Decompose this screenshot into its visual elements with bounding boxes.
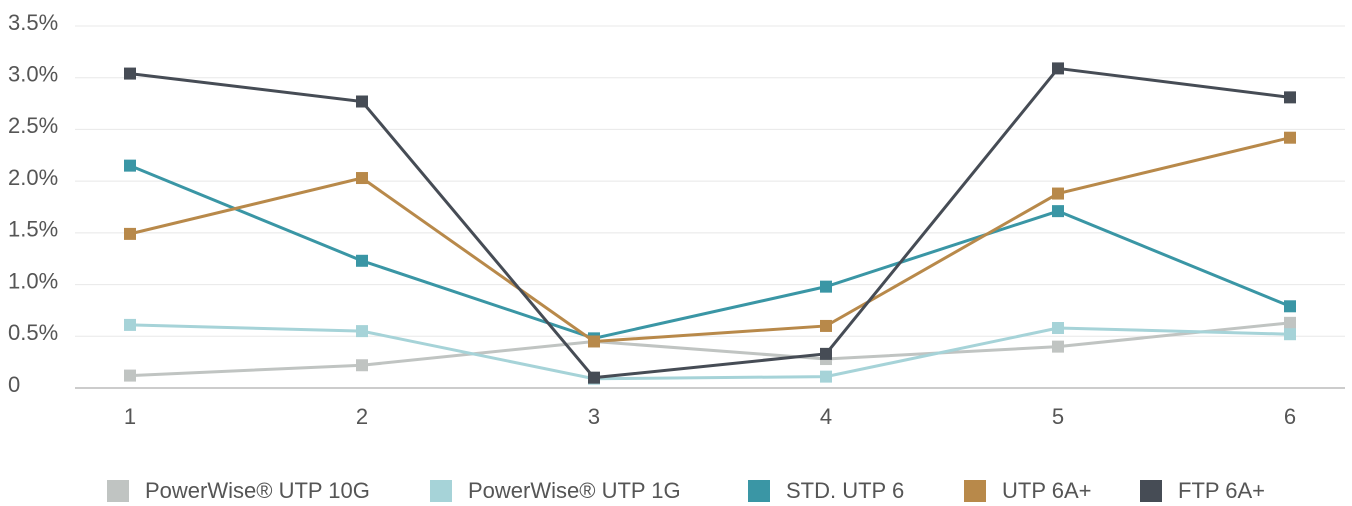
- x-tick-label: 6: [1284, 404, 1296, 429]
- point-marker: [820, 280, 832, 293]
- y-tick-label: 1.5%: [8, 217, 58, 242]
- point-marker: [1284, 131, 1296, 144]
- point-marker: [1284, 91, 1296, 104]
- point-marker: [124, 369, 136, 382]
- y-tick-label: 0: [8, 372, 20, 397]
- point-marker: [356, 254, 368, 267]
- y-tick-label: 3.0%: [8, 62, 58, 87]
- x-tick-label: 2: [356, 404, 368, 429]
- legend-label: STD. UTP 6: [786, 478, 904, 503]
- point-marker: [1052, 187, 1064, 200]
- series-line: [129, 323, 1291, 381]
- legend-swatch: [107, 480, 129, 502]
- legend-swatch: [748, 480, 770, 502]
- point-marker: [820, 347, 832, 360]
- point-marker: [356, 325, 368, 338]
- legend-swatch: [1140, 480, 1162, 502]
- x-tick-label: 5: [1052, 404, 1064, 429]
- point-marker: [588, 371, 600, 384]
- x-tick-label: 1: [124, 404, 136, 429]
- series-line: [129, 136, 1291, 343]
- series-line: [129, 321, 1291, 378]
- y-tick-label: 2.0%: [8, 165, 58, 190]
- point-marker: [820, 319, 832, 332]
- y-tick-label: 2.5%: [8, 113, 58, 138]
- y-tick-label: 3.5%: [8, 10, 58, 35]
- legend-swatch: [430, 480, 452, 502]
- point-marker: [356, 95, 368, 108]
- point-marker: [1284, 316, 1296, 329]
- point-marker: [1052, 340, 1064, 353]
- x-tick-label: 3: [588, 404, 600, 429]
- point-marker: [1284, 328, 1296, 341]
- legend-label: FTP 6A+: [1178, 478, 1265, 503]
- legend-label: UTP 6A+: [1002, 478, 1091, 503]
- series-line: [129, 164, 1291, 340]
- point-marker: [1284, 300, 1296, 313]
- point-marker: [124, 67, 136, 80]
- point-marker: [124, 227, 136, 240]
- y-tick-label: 0.5%: [8, 320, 58, 345]
- point-marker: [1052, 205, 1064, 218]
- point-marker: [124, 159, 136, 172]
- point-marker: [1052, 322, 1064, 335]
- x-tick-label: 4: [820, 404, 832, 429]
- point-marker: [588, 335, 600, 348]
- y-tick-label: 1.0%: [8, 268, 58, 293]
- point-marker: [356, 359, 368, 372]
- legend-label: PowerWise® UTP 10G: [145, 478, 370, 503]
- legend-swatch: [964, 480, 986, 502]
- legend-label: PowerWise® UTP 1G: [468, 478, 681, 503]
- point-marker: [820, 370, 832, 383]
- point-marker: [356, 172, 368, 185]
- series-line: [129, 66, 1291, 380]
- point-marker: [1052, 62, 1064, 75]
- point-marker: [124, 318, 136, 331]
